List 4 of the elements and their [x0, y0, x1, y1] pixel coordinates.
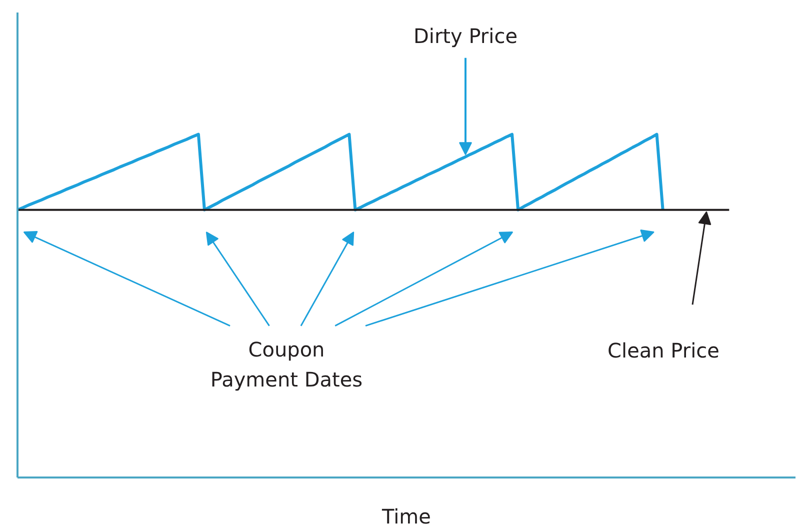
- text: Dirty Price: [414, 24, 518, 48]
- annotation: Coupon Payment Dates: [210, 338, 363, 392]
- x-axis-title: Time: [381, 504, 431, 528]
- annotation: Clean Price: [608, 338, 720, 363]
